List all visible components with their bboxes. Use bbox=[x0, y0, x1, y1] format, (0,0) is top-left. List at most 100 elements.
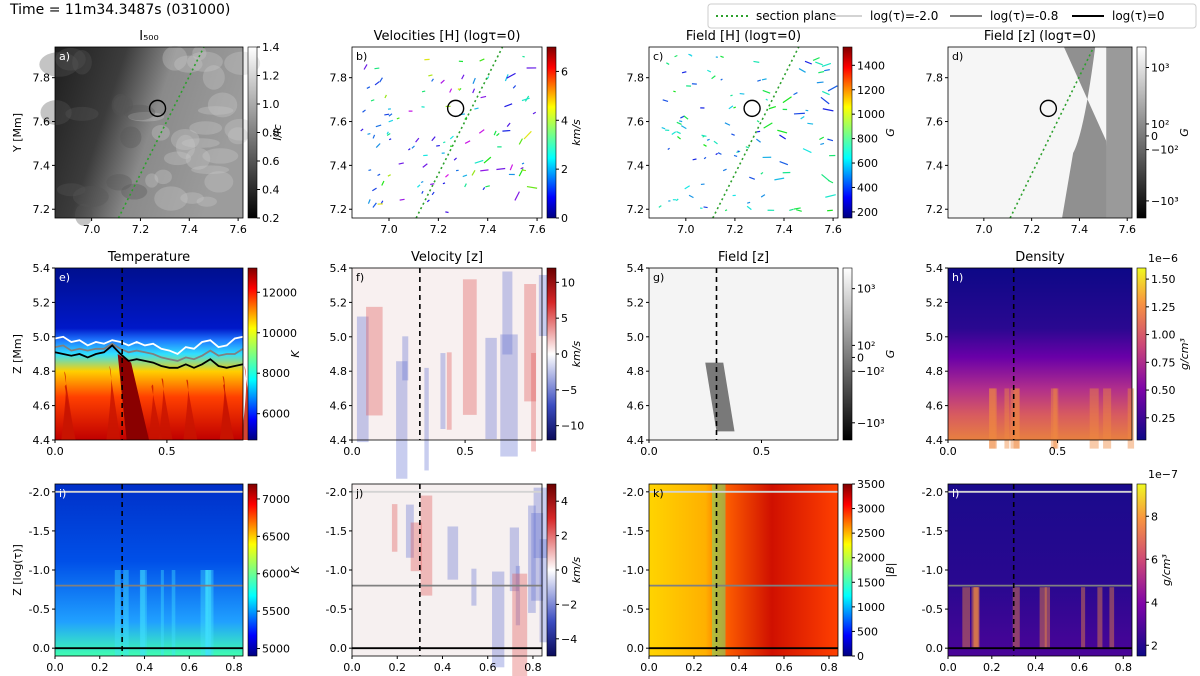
temp-streak bbox=[160, 570, 164, 656]
vector-arrow bbox=[453, 157, 457, 161]
x-tick-label: 7.6 bbox=[1118, 223, 1136, 236]
x-tick-label: 0.2 bbox=[91, 661, 109, 674]
vector-arrow bbox=[483, 156, 492, 164]
colorbar-tick-label: 800 bbox=[857, 133, 878, 146]
x-tick-label: 7.0 bbox=[83, 223, 101, 236]
panel-label: k) bbox=[653, 487, 664, 500]
hot-column bbox=[117, 354, 149, 440]
vector-arrow bbox=[756, 130, 761, 133]
colorbar-label: K bbox=[289, 350, 302, 358]
x-tick-label: 0.2 bbox=[983, 661, 1001, 674]
vector-arrow bbox=[474, 107, 479, 110]
vector-arrow bbox=[703, 144, 707, 147]
panel-b: b) Velocities [H] (logτ=0) 7.0 7.2 7.4 7.6 7.2… bbox=[330, 29, 584, 236]
granule bbox=[65, 106, 99, 121]
vector-arrow bbox=[479, 58, 485, 62]
colorbar-tick-label: −10³ bbox=[1151, 195, 1179, 208]
x-tick-label: 0.0 bbox=[939, 445, 957, 458]
granule bbox=[202, 65, 225, 90]
density-streak bbox=[1127, 388, 1135, 449]
colorbar-tick-label: 8000 bbox=[262, 367, 290, 380]
granule bbox=[174, 55, 203, 73]
flow-streak bbox=[462, 279, 477, 415]
density-streak bbox=[989, 388, 997, 449]
x-tick-label: 0.2 bbox=[685, 661, 703, 674]
vector-arrow bbox=[464, 140, 471, 144]
vector-arrow bbox=[370, 99, 375, 102]
vector-arrow bbox=[673, 90, 676, 93]
y-tick-label: 7.4 bbox=[330, 159, 348, 172]
vector-arrow bbox=[431, 191, 435, 196]
y-tick-label: 0.0 bbox=[627, 642, 645, 655]
vector-arrow bbox=[674, 54, 678, 58]
colorbar bbox=[842, 46, 853, 219]
vector-arrow bbox=[777, 129, 788, 134]
vector-arrow bbox=[793, 112, 805, 115]
colorbar-tick-label: 0 bbox=[857, 650, 864, 663]
y-axis-label: Y [Mm] bbox=[11, 113, 24, 153]
vector-arrow bbox=[360, 128, 364, 132]
panel-c: c) Field [H] (logτ=0) 7.0 7.2 7.4 7.6 7.2 7.4 7.… bbox=[627, 29, 898, 236]
vector-arrow bbox=[474, 159, 484, 164]
vector-arrow bbox=[431, 136, 436, 142]
y-tick-label: 7.8 bbox=[330, 72, 348, 85]
colorbar-tick-label: 600 bbox=[857, 157, 878, 170]
vector-arrow bbox=[431, 78, 434, 82]
y-tick-label: 7.6 bbox=[330, 116, 348, 129]
vector-arrow bbox=[374, 81, 380, 86]
colorbar-label: K bbox=[289, 566, 302, 574]
x-tick-label: 7.4 bbox=[1071, 223, 1089, 236]
x-tick-label: 0.8 bbox=[524, 661, 542, 674]
vector-arrow bbox=[747, 201, 751, 204]
vector-arrow bbox=[779, 160, 789, 166]
colorbar-tick-label: 3000 bbox=[857, 503, 885, 516]
flow-streak bbox=[528, 505, 536, 613]
y-tick-label: 7.2 bbox=[627, 203, 645, 216]
vector-arrow bbox=[804, 60, 813, 65]
contour-logtau_-2.0 bbox=[54, 335, 244, 356]
y-tick-label: 7.4 bbox=[926, 159, 944, 172]
granule bbox=[202, 148, 239, 164]
y-tick-label: 4.8 bbox=[330, 365, 348, 378]
vector-arrow bbox=[822, 90, 830, 96]
vector-arrow bbox=[807, 122, 814, 125]
y-tick-label: 5.0 bbox=[926, 331, 944, 344]
panel-h: h) Density 0.0 0.5 4.4 4.6 4.8 5.0 5.2 5.4 1.50 1.2… bbox=[926, 250, 1192, 458]
panel-frame bbox=[648, 46, 839, 219]
density-streak bbox=[1010, 388, 1020, 449]
density-streak bbox=[1013, 388, 1020, 449]
x-tick-label: 7.2 bbox=[726, 223, 744, 236]
granule bbox=[197, 106, 234, 115]
y-tick-label: -1.0 bbox=[29, 564, 50, 577]
vector-arrow bbox=[802, 148, 812, 154]
colorbar-tick-label: 1.50 bbox=[1151, 273, 1176, 286]
temp-streak bbox=[206, 570, 211, 656]
vector-arrow bbox=[800, 115, 805, 120]
vector-arrow bbox=[521, 162, 525, 165]
panel-image bbox=[352, 47, 542, 218]
panels: a) I₅₀₀ 7.0 7.2 7.4 7.6 7.2 7.4 7.6 7.8 Y [Mm] 1.4 1… bbox=[11, 29, 1191, 676]
density-streak bbox=[1109, 587, 1115, 648]
flow-streak bbox=[485, 337, 497, 440]
vector-arrow bbox=[415, 137, 420, 143]
granule bbox=[163, 151, 192, 166]
granule bbox=[187, 51, 223, 72]
vector-arrow bbox=[676, 131, 681, 135]
density-streak bbox=[1004, 388, 1010, 449]
panel-image bbox=[55, 484, 243, 656]
x-tick-label: 7.2 bbox=[132, 223, 150, 236]
y-axis-label: Z [log(τ)] bbox=[11, 544, 24, 596]
colorbar-tick-label: 0 bbox=[561, 564, 568, 577]
flow-streak bbox=[524, 284, 537, 402]
panel-k: k) 0.0 0.2 0.4 0.6 0.8 -2.0 -1.5 -1.0 -0.5 0.0 3500… bbox=[623, 478, 897, 674]
vector-arrow bbox=[496, 167, 506, 171]
x-tick-label: 7.0 bbox=[677, 223, 695, 236]
vector-arrow bbox=[753, 60, 760, 63]
vector-arrow bbox=[757, 79, 762, 82]
x-tick-label: 0.6 bbox=[181, 661, 199, 674]
colorbar-tick-label: 6 bbox=[561, 65, 568, 78]
y-tick-label: -0.5 bbox=[922, 603, 943, 616]
y-tick-label: 7.2 bbox=[926, 203, 944, 216]
flow-streak bbox=[440, 353, 446, 430]
